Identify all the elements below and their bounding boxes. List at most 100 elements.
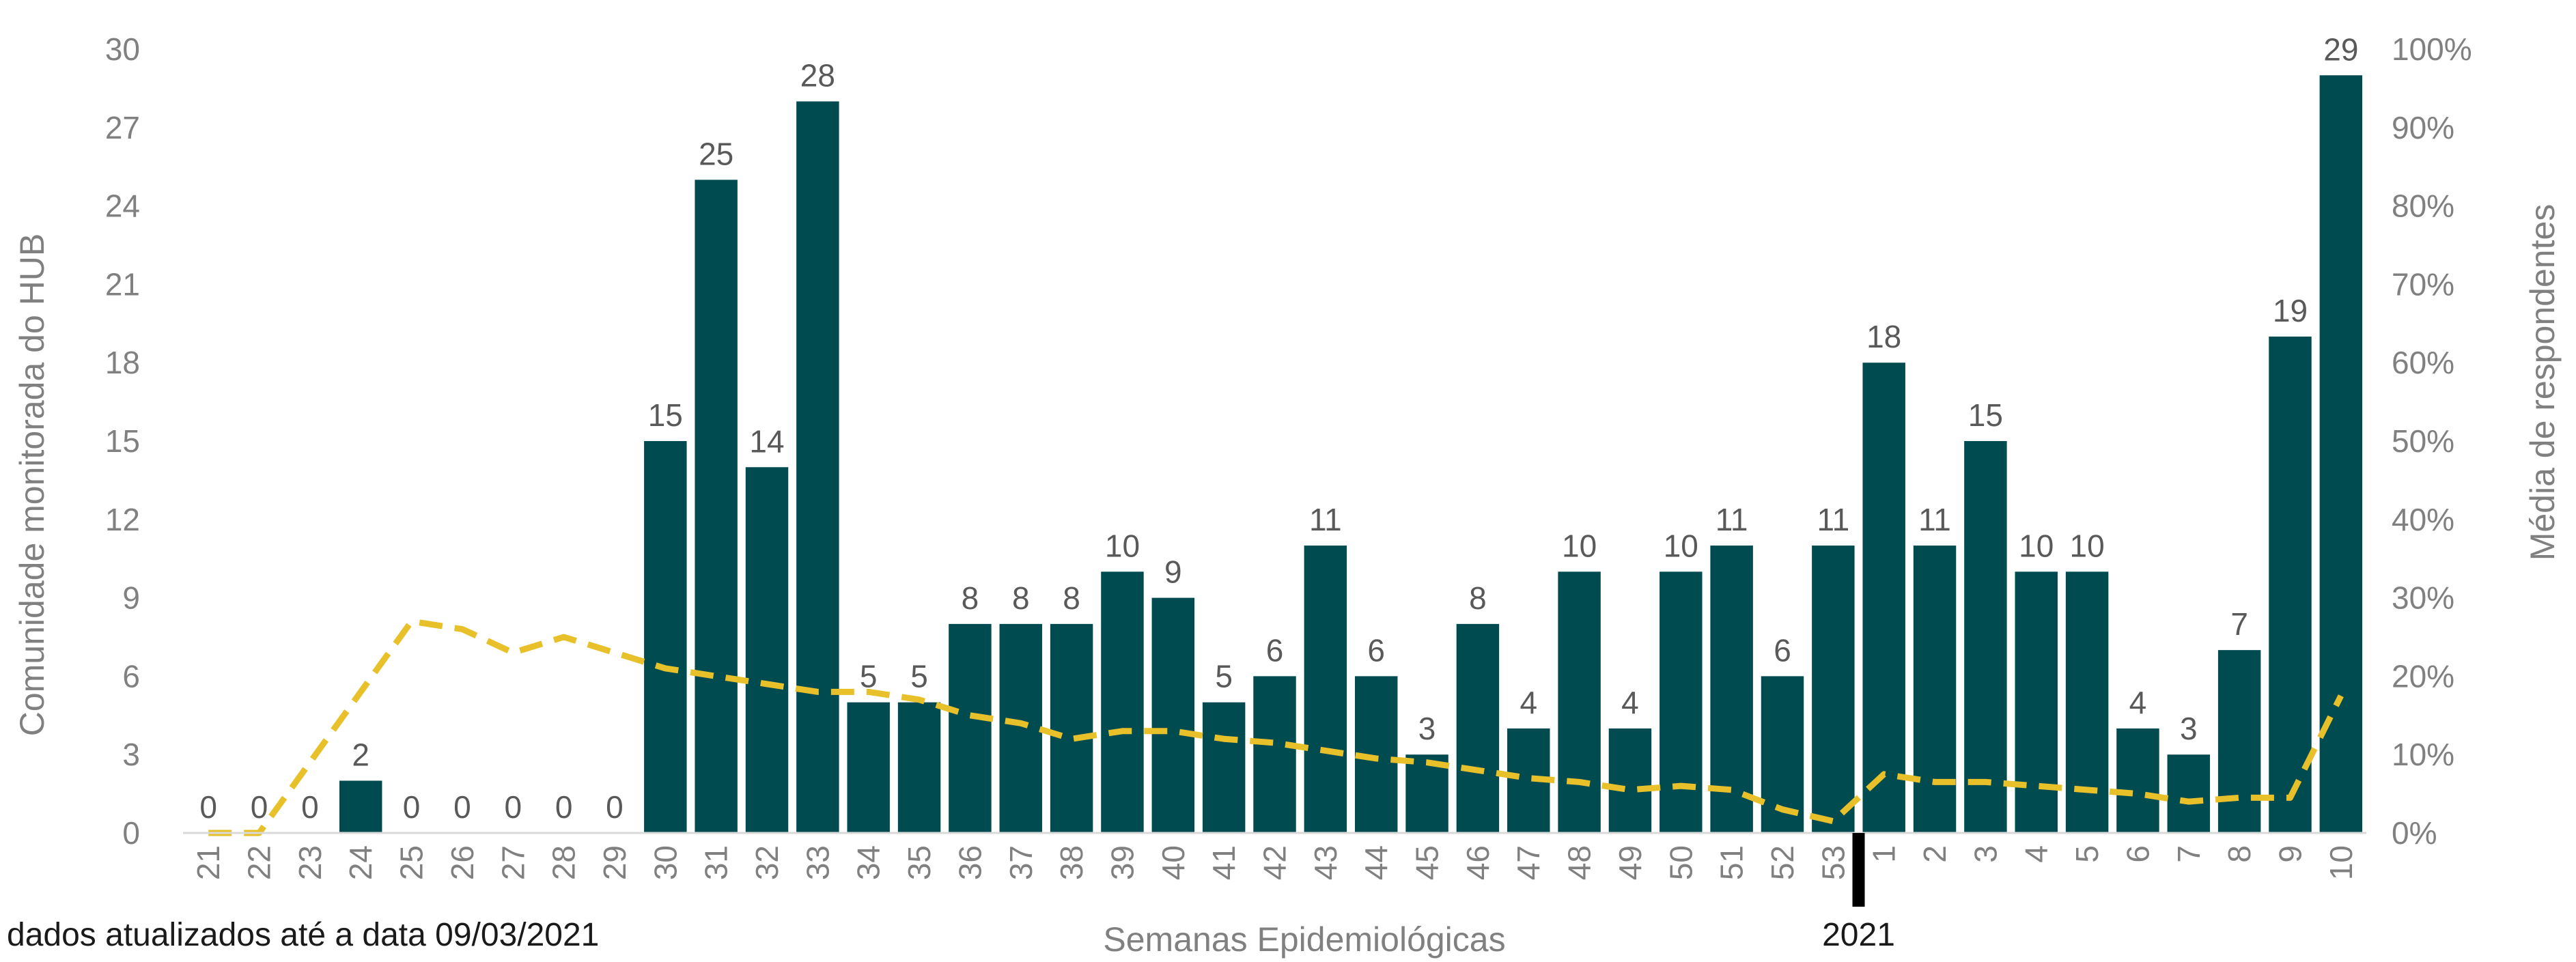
y-tick-label: 15 (105, 423, 140, 459)
bar (1913, 546, 1957, 833)
y2-tick-label: 70% (2392, 266, 2454, 302)
x-tick-label: 42 (1257, 845, 1293, 880)
x-tick-label: 37 (1003, 845, 1039, 880)
bar (1050, 623, 1093, 833)
bar-value-label: 25 (699, 136, 733, 171)
bar (1101, 571, 1144, 833)
y2-tick-label: 80% (2392, 188, 2454, 224)
x-tick-label: 35 (901, 845, 937, 880)
footnote: dados atualizados até a data 09/03/2021 (7, 917, 599, 953)
bar-value-label: 10 (1105, 528, 1140, 563)
x-tick-label: 32 (749, 845, 785, 880)
x-axis-ticks: 21 22 23 24 25 26 27 28 29 30 31 32 33 34 35 36 37 38 39 40… (191, 845, 2359, 880)
bar (949, 623, 992, 833)
y-tick-label: 18 (105, 345, 140, 380)
y2-tick-label: 30% (2392, 580, 2454, 616)
year-label: 2021 (1822, 917, 1895, 953)
x-tick-label: 31 (699, 845, 734, 880)
bar-value-label: 8 (1012, 580, 1030, 616)
x-tick-label: 51 (1714, 845, 1750, 880)
x-tick-label: 53 (1815, 845, 1851, 880)
bar (2015, 571, 2058, 833)
x-tick-label: 28 (546, 845, 582, 880)
bar (1253, 676, 1296, 833)
right-axis-ticks: 0% 10% 20% 30% 40% 50% 60% 70% 80% 90% 100% (2392, 31, 2472, 851)
x-tick-label: 3 (1968, 845, 2003, 863)
bar-value-label: 0 (199, 789, 217, 825)
bar-value-label: 10 (1562, 528, 1597, 563)
x-tick-label: 50 (1663, 845, 1698, 880)
x-tick-label: 26 (445, 845, 480, 880)
y2-axis-title: Média de respondentes (2523, 204, 2562, 561)
bar (2065, 571, 2109, 833)
bar (897, 702, 941, 833)
bar-value-label: 9 (1164, 554, 1182, 590)
y-tick-label: 6 (122, 658, 140, 694)
y-tick-label: 9 (122, 580, 140, 616)
x-tick-label: 23 (292, 845, 328, 880)
y2-tick-label: 20% (2392, 658, 2454, 694)
bar (339, 780, 382, 833)
bar-value-label: 0 (251, 789, 268, 825)
bar-value-label: 15 (648, 397, 683, 433)
y2-tick-label: 60% (2392, 345, 2454, 380)
x-tick-label: 44 (1358, 845, 1394, 880)
bar-value-label: 4 (1520, 685, 1537, 720)
y2-tick-label: 0% (2392, 815, 2437, 851)
x-tick-label: 39 (1104, 845, 1140, 880)
bar-value-label: 4 (2129, 685, 2147, 720)
bar-value-label: 0 (504, 789, 522, 825)
bar-value-label: 2 (352, 737, 369, 772)
y-tick-label: 24 (105, 188, 140, 224)
bar-value-label: 29 (2323, 31, 2358, 67)
bar (1456, 623, 1500, 833)
bar-value-label: 8 (962, 580, 979, 616)
x-tick-label: 27 (495, 845, 531, 880)
bar-value-label: 0 (301, 789, 319, 825)
bar-value-label: 10 (2019, 528, 2054, 563)
bar (1862, 363, 1905, 833)
left-axis-ticks: 0 3 6 9 12 15 18 21 24 27 30 (105, 31, 140, 851)
y-tick-label: 30 (105, 31, 140, 67)
x-tick-label: 22 (242, 845, 277, 880)
x-tick-label: 21 (191, 845, 226, 880)
bar-value-label: 5 (860, 659, 878, 694)
x-tick-label: 48 (1562, 845, 1597, 880)
y2-tick-label: 10% (2392, 737, 2454, 772)
x-tick-label: 9 (2272, 845, 2308, 863)
bar (2167, 754, 2211, 833)
bar-value-label: 0 (403, 789, 421, 825)
bar (695, 180, 738, 833)
x-tick-label: 41 (1206, 845, 1242, 880)
x-axis-title: Semanas Epidemiológicas (1103, 920, 1505, 959)
y2-tick-label: 50% (2392, 423, 2454, 459)
bar (2269, 336, 2312, 833)
y-tick-label: 21 (105, 266, 140, 302)
bar-value-label: 6 (1367, 632, 1385, 668)
y2-tick-label: 90% (2392, 110, 2454, 145)
year-marker (1852, 833, 1865, 907)
x-tick-label: 49 (1612, 845, 1648, 880)
x-tick-label: 30 (647, 845, 683, 880)
bar-value-label: 5 (1215, 659, 1233, 694)
bar-value-label: 8 (1063, 580, 1080, 616)
bar-value-label: 0 (606, 789, 624, 825)
x-tick-label: 5 (2069, 845, 2105, 863)
bar-value-label: 19 (2273, 293, 2308, 328)
bar (745, 467, 789, 833)
x-tick-label: 38 (1054, 845, 1089, 880)
bar (2319, 75, 2363, 833)
bar (1660, 571, 1703, 833)
x-tick-label: 40 (1156, 845, 1191, 880)
x-tick-label: 25 (394, 845, 430, 880)
bar (1151, 597, 1195, 833)
x-tick-label: 34 (851, 845, 886, 880)
bar-value-label: 18 (1866, 319, 1901, 354)
x-tick-label: 8 (2222, 845, 2257, 863)
y-tick-label: 3 (122, 737, 140, 772)
x-tick-label: 52 (1765, 845, 1800, 880)
x-tick-label: 4 (2019, 845, 2054, 863)
y2-tick-label: 40% (2392, 502, 2454, 537)
bar (1812, 546, 1855, 833)
